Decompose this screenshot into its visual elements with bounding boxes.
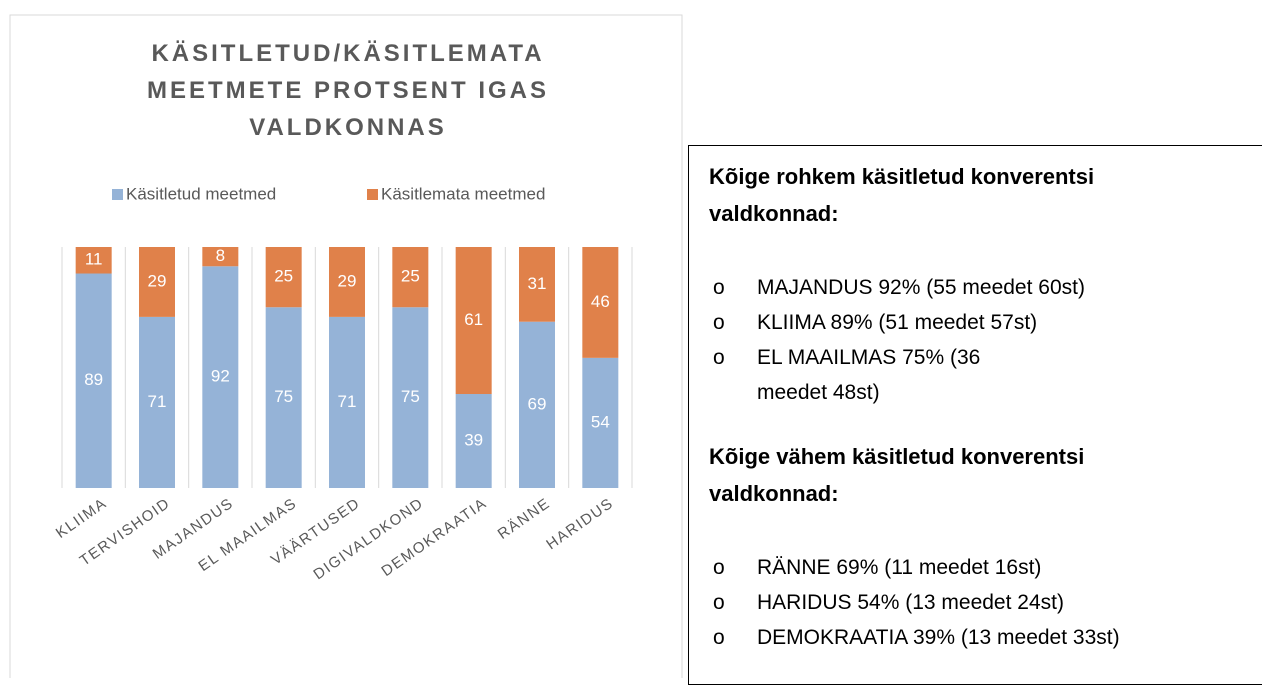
legend-swatch (112, 189, 123, 200)
legend-label: Käsitletud meetmed (126, 184, 276, 203)
bar-segment (139, 316, 175, 488)
section-heading: Kõige vähem käsitletud konverentsi valdk… (709, 444, 1085, 506)
section-heading: Kõige rohkem käsitletud konverentsi vald… (709, 164, 1095, 226)
data-label: 75 (274, 387, 293, 406)
bar-segment (139, 247, 175, 317)
bar-segment (75, 247, 112, 274)
bar-segment (392, 307, 429, 488)
data-label: 11 (85, 250, 103, 269)
bar-segment (202, 266, 239, 488)
bar-segment (582, 357, 619, 488)
list-item: EL MAAILMAS 75% (36 meedet 48st) (709, 340, 1017, 410)
data-label: 46 (591, 292, 610, 311)
section-list: MAJANDUS 92% (55 meedet 60st)KLIIMA 89% … (709, 270, 1262, 410)
bar-segment (582, 247, 619, 358)
data-label: 39 (464, 430, 483, 449)
data-label: 29 (148, 271, 167, 290)
list-item: HARIDUS 54% (13 meedet 24st) (709, 585, 1262, 620)
data-label: 31 (528, 274, 547, 293)
data-label: 25 (401, 267, 420, 286)
legend-label: Käsitlemata meetmed (381, 184, 545, 203)
data-label: 69 (528, 394, 547, 413)
data-label: 75 (401, 387, 420, 406)
bar-segment (202, 247, 239, 267)
bar-segment (75, 273, 112, 488)
chart: KÄSITLETUD/KÄSITLEMATA MEETMETE PROTSENT … (9, 14, 683, 678)
list-item: RÄNNE 69% (11 meedet 16st) (709, 550, 1262, 585)
section-list: RÄNNE 69% (11 meedet 16st)HARIDUS 54% (1… (709, 550, 1262, 655)
data-label: 54 (591, 412, 610, 431)
bar-segment (265, 307, 302, 488)
data-label: 25 (274, 267, 293, 286)
data-label: 29 (338, 271, 357, 290)
data-label: 8 (216, 246, 225, 265)
data-label: 61 (464, 310, 483, 329)
bar-segment (265, 247, 302, 308)
list-item: DEMOKRAATIA 39% (13 meedet 33st) (709, 620, 1262, 655)
text-box: Kõige rohkem käsitletud konverentsi vald… (688, 145, 1262, 685)
chart-title: KÄSITLETUD/KÄSITLEMATA MEETMETE PROTSENT … (147, 40, 549, 141)
list-item: MAJANDUS 92% (55 meedet 60st) (709, 270, 1262, 305)
data-label: 71 (338, 392, 357, 411)
bar-segment (455, 394, 492, 488)
bar-segment (519, 247, 555, 322)
data-label: 92 (211, 367, 230, 386)
bar-segment (392, 247, 429, 308)
bar-segment (455, 247, 492, 395)
list-item: KLIIMA 89% (51 meedet 57st) (709, 305, 1262, 340)
legend-swatch (367, 189, 378, 200)
bar-segment (329, 247, 365, 317)
data-label: 89 (84, 370, 103, 389)
bar-segment (329, 316, 365, 488)
data-label: 71 (148, 392, 167, 411)
bar-segment (519, 321, 555, 488)
